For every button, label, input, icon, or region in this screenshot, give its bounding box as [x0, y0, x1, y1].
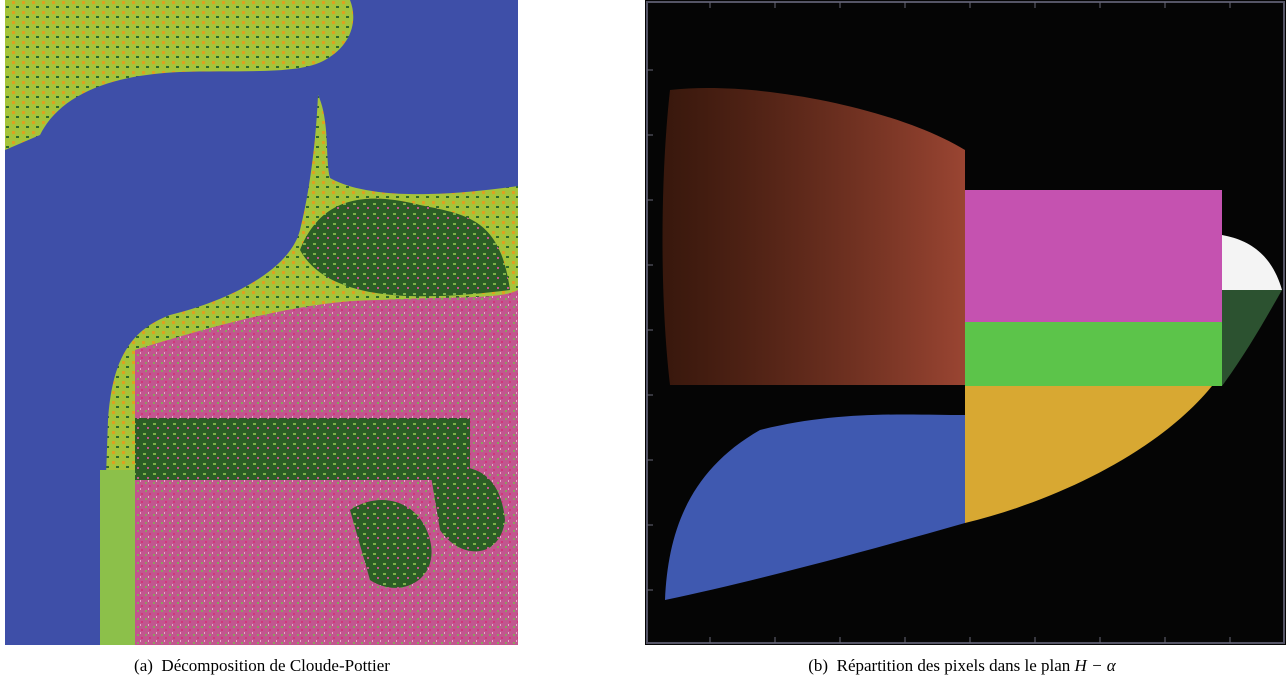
class-green — [965, 322, 1222, 386]
caption-label: (b) — [808, 656, 829, 675]
classification-map — [5, 0, 518, 645]
figure-images — [5, 0, 1286, 645]
class-cloud — [662, 88, 965, 385]
class-orange — [965, 386, 1212, 523]
plot-frame — [646, 1, 1285, 644]
class-pink — [965, 190, 1222, 322]
north-land — [5, 0, 354, 150]
forest-south — [350, 500, 432, 588]
park — [135, 418, 470, 480]
caption-b: (b) Répartition des pixels dans le plan … — [808, 656, 1115, 676]
class-white — [1222, 235, 1282, 290]
caption-label: (a) — [134, 656, 153, 675]
caption-text: Décomposition de Cloude-Pottier — [161, 656, 390, 675]
caption-text: Répartition des pixels dans le plan — [836, 656, 1071, 675]
forest-east — [430, 466, 505, 552]
class-blue — [665, 414, 965, 600]
h-alpha-plane — [645, 0, 1286, 645]
frame-ticks — [647, 2, 1231, 643]
class-dark-green — [1222, 290, 1282, 386]
beach — [100, 470, 135, 645]
caption-a: (a) Décomposition de Cloude-Pottier — [134, 656, 390, 676]
caption-math: H − α — [1074, 656, 1116, 675]
forest-north — [300, 198, 510, 297]
